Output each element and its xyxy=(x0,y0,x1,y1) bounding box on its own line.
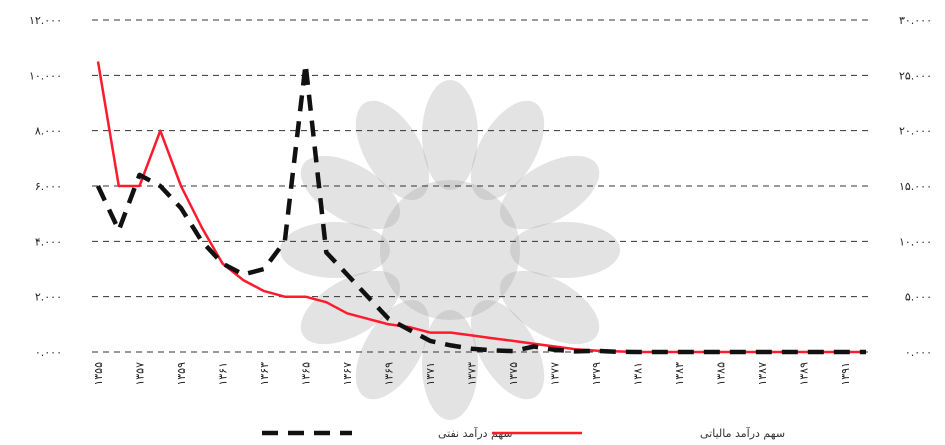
y-right-tick-label: ۱۵.۰۰۰ xyxy=(899,180,932,193)
watermark-petal xyxy=(422,80,478,190)
legend-label: سهم درآمد نفتی xyxy=(438,426,513,440)
watermark-petal xyxy=(300,270,401,345)
x-tick-label: ۱۳۹۱ xyxy=(839,362,852,386)
x-tick-label: ۱۳۸۵ xyxy=(715,362,728,386)
watermark-petal xyxy=(355,100,430,201)
x-tick-label: ۱۳۶۵ xyxy=(300,362,313,386)
watermark-petal xyxy=(355,299,430,400)
y-left-tick-label: ۸.۰۰۰ xyxy=(35,125,62,138)
y-left-tick-label: ۲.۰۰۰ xyxy=(35,291,62,304)
x-tick-label: ۱۳۷۵ xyxy=(507,362,520,386)
x-tick-label: ۱۳۷۷ xyxy=(549,362,562,386)
x-tick-label: ۱۳۸۹ xyxy=(798,362,811,386)
x-tick-label: ۱۳۸۳ xyxy=(673,362,686,386)
x-tick-label: ۱۳۶۹ xyxy=(383,362,396,386)
y-right-tick-label: ۲۰.۰۰۰ xyxy=(899,125,932,138)
y-right-tick-label: ۳۰.۰۰۰ xyxy=(899,14,932,27)
y-left-tick-label: ۱۰.۰۰۰ xyxy=(29,69,62,82)
watermark-petal xyxy=(510,222,620,278)
watermark-petal xyxy=(280,222,390,278)
watermark-petal xyxy=(499,155,600,230)
x-tick-label: ۱۳۸۷ xyxy=(756,362,769,386)
watermark-petal xyxy=(300,155,401,230)
legend-label: سهم درآمد مالیاتی xyxy=(700,426,785,440)
x-axis: ۱۳۵۵ ۱۳۵۷ ۱۳۵۹ ۱۳۶۱ ۱۳۶۳ ۱۳۶۵ ۱۳۶۷ ۱۳۶۹ ۱۳۷۱ ۱۳۷۳… xyxy=(92,362,852,386)
watermark-rosette xyxy=(280,80,620,420)
watermark-petal xyxy=(499,270,600,345)
y-left-tick-label: ۱۲.۰۰۰ xyxy=(29,14,62,27)
x-tick-label: ۱۳۷۹ xyxy=(590,362,603,386)
y-right-tick-label: ۱۰.۰۰۰ xyxy=(899,235,932,248)
x-tick-label: ۱۳۸۱ xyxy=(632,362,645,386)
x-tick-label: ۱۳۵۵ xyxy=(92,362,105,386)
y-left-tick-label: ۶.۰۰۰ xyxy=(35,180,62,193)
right-y-axis: ۰.۰۰۰ ۵.۰۰۰ ۱۰.۰۰۰ ۱۵.۰۰۰ ۲۰.۰۰۰ ۲۵.۰۰۰ ۳۰.۰۰۰ xyxy=(899,14,932,359)
left-y-axis: ۰.۰۰۰ ۲.۰۰۰ ۴.۰۰۰ ۶.۰۰۰ ۸.۰۰۰ ۱۰.۰۰۰ ۱۲.۰۰۰ xyxy=(29,14,62,359)
y-right-tick-label: ۵.۰۰۰ xyxy=(905,291,932,304)
y-left-tick-label: ۴.۰۰۰ xyxy=(35,235,62,248)
y-right-tick-label: ۰.۰۰۰ xyxy=(905,346,932,359)
x-tick-label: ۱۳۷۳ xyxy=(466,362,479,386)
x-tick-label: ۱۳۷۱ xyxy=(424,362,437,386)
series-layer xyxy=(95,61,866,355)
series-line-oil xyxy=(95,62,866,355)
watermark-petal xyxy=(422,310,478,420)
y-right-tick-label: ۲۵.۰۰۰ xyxy=(899,69,932,82)
x-tick-label: ۱۳۵۷ xyxy=(134,362,147,386)
x-tick-label: ۱۳۶۱ xyxy=(217,362,230,386)
watermark-petal xyxy=(470,100,545,201)
y-left-tick-label: ۰.۰۰۰ xyxy=(35,346,62,359)
legend: سهم درآمد نفتی سهم درآمد مالیاتی xyxy=(262,426,785,440)
x-tick-label: ۱۳۶۷ xyxy=(341,362,354,386)
x-tick-label: ۱۳۶۳ xyxy=(258,362,271,386)
x-tick-label: ۱۳۵۹ xyxy=(175,362,188,386)
